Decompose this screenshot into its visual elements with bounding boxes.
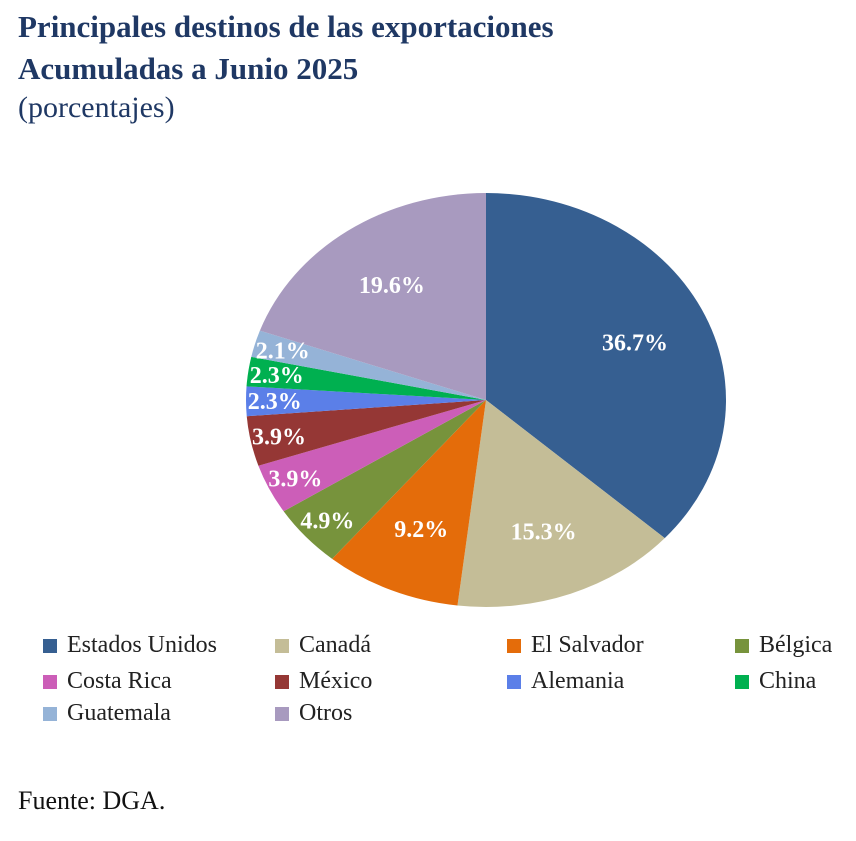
data-label-china: 2.3% bbox=[250, 363, 304, 389]
data-label-costa-rica: 3.9% bbox=[268, 466, 322, 492]
legend-swatch bbox=[275, 706, 289, 721]
legend-item-china: China bbox=[735, 668, 816, 695]
legend-label: Canadá bbox=[299, 632, 371, 658]
legend-item-alemania: Alemania bbox=[507, 668, 624, 695]
legend-item-belgica: Bélgica bbox=[735, 632, 832, 659]
legend-item-costa-rica: Costa Rica bbox=[43, 668, 172, 695]
legend-label: Guatemala bbox=[67, 700, 171, 726]
legend-label: China bbox=[759, 668, 817, 694]
pie-slice-belgica bbox=[283, 400, 486, 559]
pie-slice-canada bbox=[457, 400, 665, 607]
data-label-otros: 19.6% bbox=[359, 273, 425, 299]
chart-subtitle: (porcentajes) bbox=[18, 91, 175, 124]
legend-label: Otros bbox=[299, 700, 353, 726]
legend-label: Costa Rica bbox=[67, 668, 172, 694]
legend-swatch bbox=[275, 638, 289, 653]
legend-swatch bbox=[43, 638, 57, 653]
legend-label: Alemania bbox=[531, 668, 625, 694]
legend-swatch bbox=[43, 706, 57, 721]
data-label-canada: 15.3% bbox=[511, 520, 577, 546]
title-line-1: Principales destinos de las exportacione… bbox=[18, 9, 554, 44]
legend-item-canada: Canadá bbox=[275, 632, 371, 659]
legend-label: Estados Unidos bbox=[67, 632, 217, 658]
legend-swatch bbox=[735, 638, 749, 653]
chart-title: Principales destinos de las exportacione… bbox=[18, 6, 554, 90]
legend-label: El Salvador bbox=[531, 632, 644, 658]
legend-swatch bbox=[735, 674, 749, 689]
legend-item-mexico: México bbox=[275, 668, 372, 695]
legend-swatch bbox=[507, 674, 521, 689]
pie-slice-otros bbox=[259, 193, 486, 400]
pie-slice-alemania bbox=[246, 386, 486, 417]
legend-label: Bélgica bbox=[759, 632, 833, 658]
legend-item-guatemala: Guatemala bbox=[43, 700, 171, 727]
legend-item-otros: Otros bbox=[275, 700, 352, 727]
data-label-alemania: 2.3% bbox=[248, 389, 302, 415]
title-line-2: Acumuladas a Junio 2025 bbox=[18, 51, 359, 86]
legend-swatch bbox=[507, 638, 521, 653]
pie-slice-mexico bbox=[246, 400, 486, 466]
data-label-estados-unidos: 36.7% bbox=[602, 331, 668, 357]
pie-slice-guatemala bbox=[251, 330, 486, 400]
data-label-belgica: 4.9% bbox=[300, 508, 354, 534]
legend-label: México bbox=[299, 668, 373, 694]
legend-item-estados-unidos: Estados Unidos bbox=[43, 632, 217, 659]
pie-slice-china bbox=[246, 356, 486, 400]
legend-item-el-salvador: El Salvador bbox=[507, 632, 644, 659]
pie-slice-estados-unidos bbox=[486, 193, 727, 539]
data-label-mexico: 3.9% bbox=[252, 424, 306, 450]
pie-slices bbox=[246, 193, 727, 607]
pie-slice-el-salvador bbox=[332, 400, 486, 606]
data-label-el-salvador: 9.2% bbox=[394, 517, 448, 543]
legend-swatch bbox=[43, 674, 57, 689]
pie-chart: 36.7%15.3%9.2%4.9%3.9%3.9%2.3%2.3%2.1%19… bbox=[246, 193, 727, 607]
pie-slice-costa-rica bbox=[258, 400, 486, 512]
source-note: Fuente: DGA. bbox=[18, 786, 166, 815]
data-label-guatemala: 2.1% bbox=[256, 338, 310, 364]
legend-swatch bbox=[275, 674, 289, 689]
pie-data-labels: 36.7%15.3%9.2%4.9%3.9%3.9%2.3%2.3%2.1%19… bbox=[248, 273, 668, 546]
